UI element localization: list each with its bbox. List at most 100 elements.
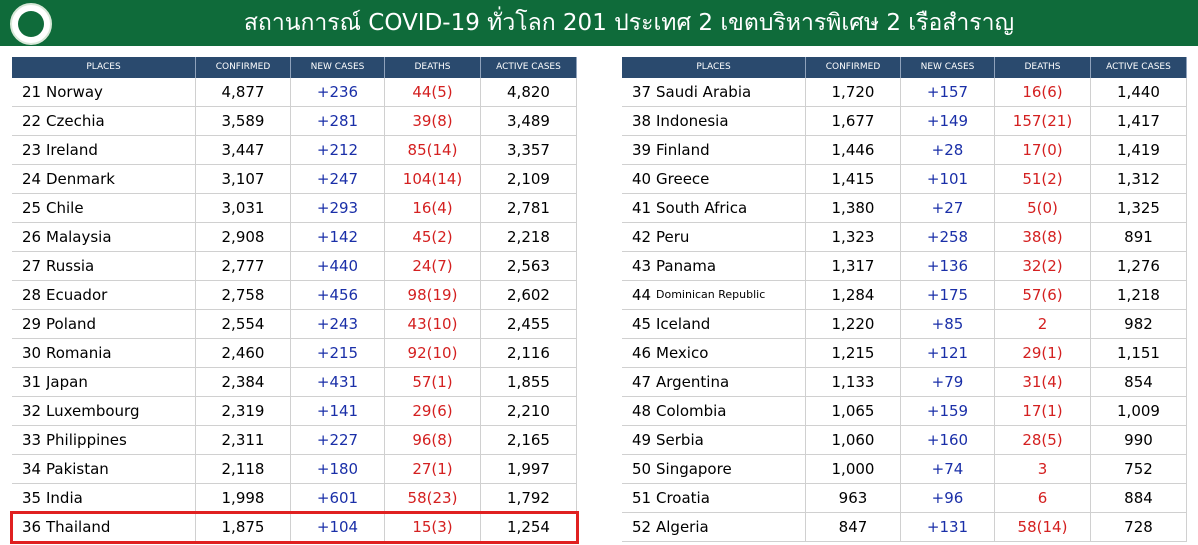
active-cases: 1,419 <box>1091 136 1187 164</box>
rank: 52 <box>632 518 652 536</box>
table-row: 32 Luxembourg 2,319 +141 29(6) 2,210 <box>12 397 577 426</box>
rank: 24 <box>22 170 42 188</box>
deaths: 2 <box>995 310 1091 338</box>
table-row: 49 Serbia 1,060 +160 28(5) 990 <box>622 426 1187 455</box>
active-cases: 2,781 <box>481 194 577 222</box>
confirmed: 3,589 <box>196 107 291 135</box>
rank: 33 <box>22 431 42 449</box>
confirmed: 1,065 <box>806 397 901 425</box>
deaths: 96(8) <box>385 426 481 454</box>
place: Czechia <box>46 107 196 135</box>
header-row: PLACES CONFIRMED NEW CASES DEATHS ACTIVE CAS… <box>12 57 577 78</box>
confirmed: 1,323 <box>806 223 901 251</box>
deaths: 44(5) <box>385 78 481 106</box>
confirmed: 1,133 <box>806 368 901 396</box>
place: Ireland <box>46 136 196 164</box>
place: Croatia <box>656 484 806 512</box>
place: Serbia <box>656 426 806 454</box>
confirmed: 2,460 <box>196 339 291 367</box>
rank: 44 <box>632 286 652 304</box>
active-cases: 2,109 <box>481 165 577 193</box>
active-cases: 884 <box>1091 484 1187 512</box>
table-row: 28 Ecuador 2,758 +456 98(19) 2,602 <box>12 281 577 310</box>
new-cases: +180 <box>291 455 385 483</box>
place: Luxembourg <box>46 397 196 425</box>
new-cases: +85 <box>901 310 995 338</box>
active-cases: 1,997 <box>481 455 577 483</box>
active-cases: 1,218 <box>1091 281 1187 309</box>
rank: 37 <box>632 83 652 101</box>
new-cases: +74 <box>901 455 995 483</box>
rank: 22 <box>22 112 42 130</box>
new-cases: +227 <box>291 426 385 454</box>
active-cases: 2,210 <box>481 397 577 425</box>
deaths: 58(23) <box>385 484 481 512</box>
deaths: 15(3) <box>385 513 481 541</box>
deaths: 28(5) <box>995 426 1091 454</box>
rank: 36 <box>22 518 42 536</box>
active-cases: 2,602 <box>481 281 577 309</box>
confirmed: 963 <box>806 484 901 512</box>
confirmed: 2,384 <box>196 368 291 396</box>
rank: 25 <box>22 199 42 217</box>
table-row: 39 Finland 1,446 +28 17(0) 1,419 <box>622 136 1187 165</box>
table-row: 52 Algeria 847 +131 58(14) 728 <box>622 513 1187 542</box>
new-cases: +236 <box>291 78 385 106</box>
deaths: 57(6) <box>995 281 1091 309</box>
confirmed: 1,998 <box>196 484 291 512</box>
new-cases: +141 <box>291 397 385 425</box>
rank: 32 <box>22 402 42 420</box>
confirmed: 1,000 <box>806 455 901 483</box>
rank: 42 <box>632 228 652 246</box>
place: Thailand <box>46 513 196 541</box>
deaths: 17(0) <box>995 136 1091 164</box>
new-cases: +159 <box>901 397 995 425</box>
column-header: DEATHS <box>385 57 481 78</box>
rank: 49 <box>632 431 652 449</box>
active-cases: 2,563 <box>481 252 577 280</box>
new-cases: +440 <box>291 252 385 280</box>
active-cases: 1,855 <box>481 368 577 396</box>
active-cases: 3,357 <box>481 136 577 164</box>
table-row: 44 Dominican Republic 1,284 +175 57(6) 1,218 <box>622 281 1187 310</box>
deaths: 98(19) <box>385 281 481 309</box>
confirmed: 3,107 <box>196 165 291 193</box>
place: Peru <box>656 223 806 251</box>
place: Finland <box>656 136 806 164</box>
deaths: 29(6) <box>385 397 481 425</box>
deaths: 31(4) <box>995 368 1091 396</box>
active-cases: 2,116 <box>481 339 577 367</box>
new-cases: +281 <box>291 107 385 135</box>
table-row: 51 Croatia 963 +96 6 884 <box>622 484 1187 513</box>
place: Algeria <box>656 513 806 541</box>
new-cases: +215 <box>291 339 385 367</box>
column-header: NEW CASES <box>291 57 385 78</box>
active-cases: 4,820 <box>481 78 577 106</box>
column-header: CONFIRMED <box>806 57 901 78</box>
confirmed: 2,758 <box>196 281 291 309</box>
table-row: 21 Norway 4,877 +236 44(5) 4,820 <box>12 78 577 107</box>
new-cases: +104 <box>291 513 385 541</box>
rank: 21 <box>22 83 42 101</box>
place: Malaysia <box>46 223 196 251</box>
table-row: 46 Mexico 1,215 +121 29(1) 1,151 <box>622 339 1187 368</box>
place: Saudi Arabia <box>656 78 806 106</box>
confirmed: 2,118 <box>196 455 291 483</box>
column-header: ACTIVE CASES <box>1091 57 1187 78</box>
confirmed: 3,447 <box>196 136 291 164</box>
table-row: 35 India 1,998 +601 58(23) 1,792 <box>12 484 577 513</box>
active-cases: 2,455 <box>481 310 577 338</box>
deaths: 85(14) <box>385 136 481 164</box>
deaths: 57(1) <box>385 368 481 396</box>
new-cases: +28 <box>901 136 995 164</box>
confirmed: 1,415 <box>806 165 901 193</box>
place: Argentina <box>656 368 806 396</box>
active-cases: 728 <box>1091 513 1187 541</box>
table-row: 31 Japan 2,384 +431 57(1) 1,855 <box>12 368 577 397</box>
place: India <box>46 484 196 512</box>
logo <box>10 3 52 45</box>
confirmed: 1,446 <box>806 136 901 164</box>
new-cases: +142 <box>291 223 385 251</box>
active-cases: 2,165 <box>481 426 577 454</box>
new-cases: +247 <box>291 165 385 193</box>
